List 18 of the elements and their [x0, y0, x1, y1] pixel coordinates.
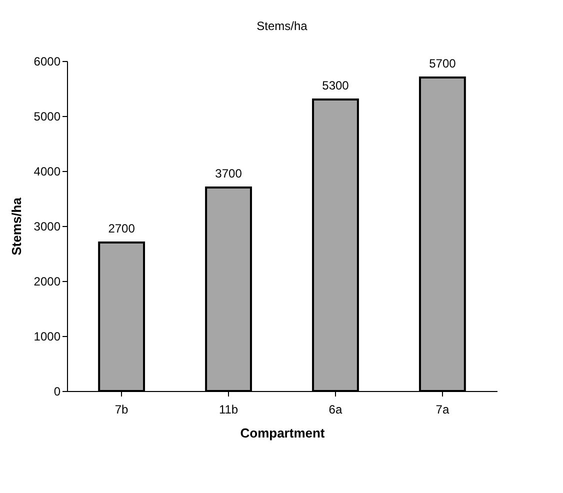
y-tick-label: 2000 — [34, 274, 61, 288]
data-label: 3700 — [215, 166, 242, 180]
data-label: 5700 — [429, 56, 456, 70]
x-axis-title: Compartment — [240, 426, 326, 440]
y-tick-label: 0 — [54, 384, 61, 398]
y-tick-label: 1000 — [34, 330, 61, 344]
x-tick-label: 11b — [218, 402, 238, 416]
chart-title: Stems/ha — [256, 19, 308, 33]
x-tick-label: 7b — [114, 402, 129, 416]
x-tick-label: 6a — [328, 402, 342, 416]
y-axis-title: Stems/ha — [8, 196, 24, 256]
y-tick-label: 4000 — [34, 164, 61, 178]
x-tick-label: 7a — [436, 402, 450, 416]
data-label: 5300 — [322, 78, 350, 92]
y-tick-label: 5000 — [34, 110, 61, 124]
y-tick-label: 3000 — [34, 220, 61, 234]
data-label: 2700 — [108, 222, 136, 236]
y-tick-label: 6000 — [34, 54, 61, 68]
